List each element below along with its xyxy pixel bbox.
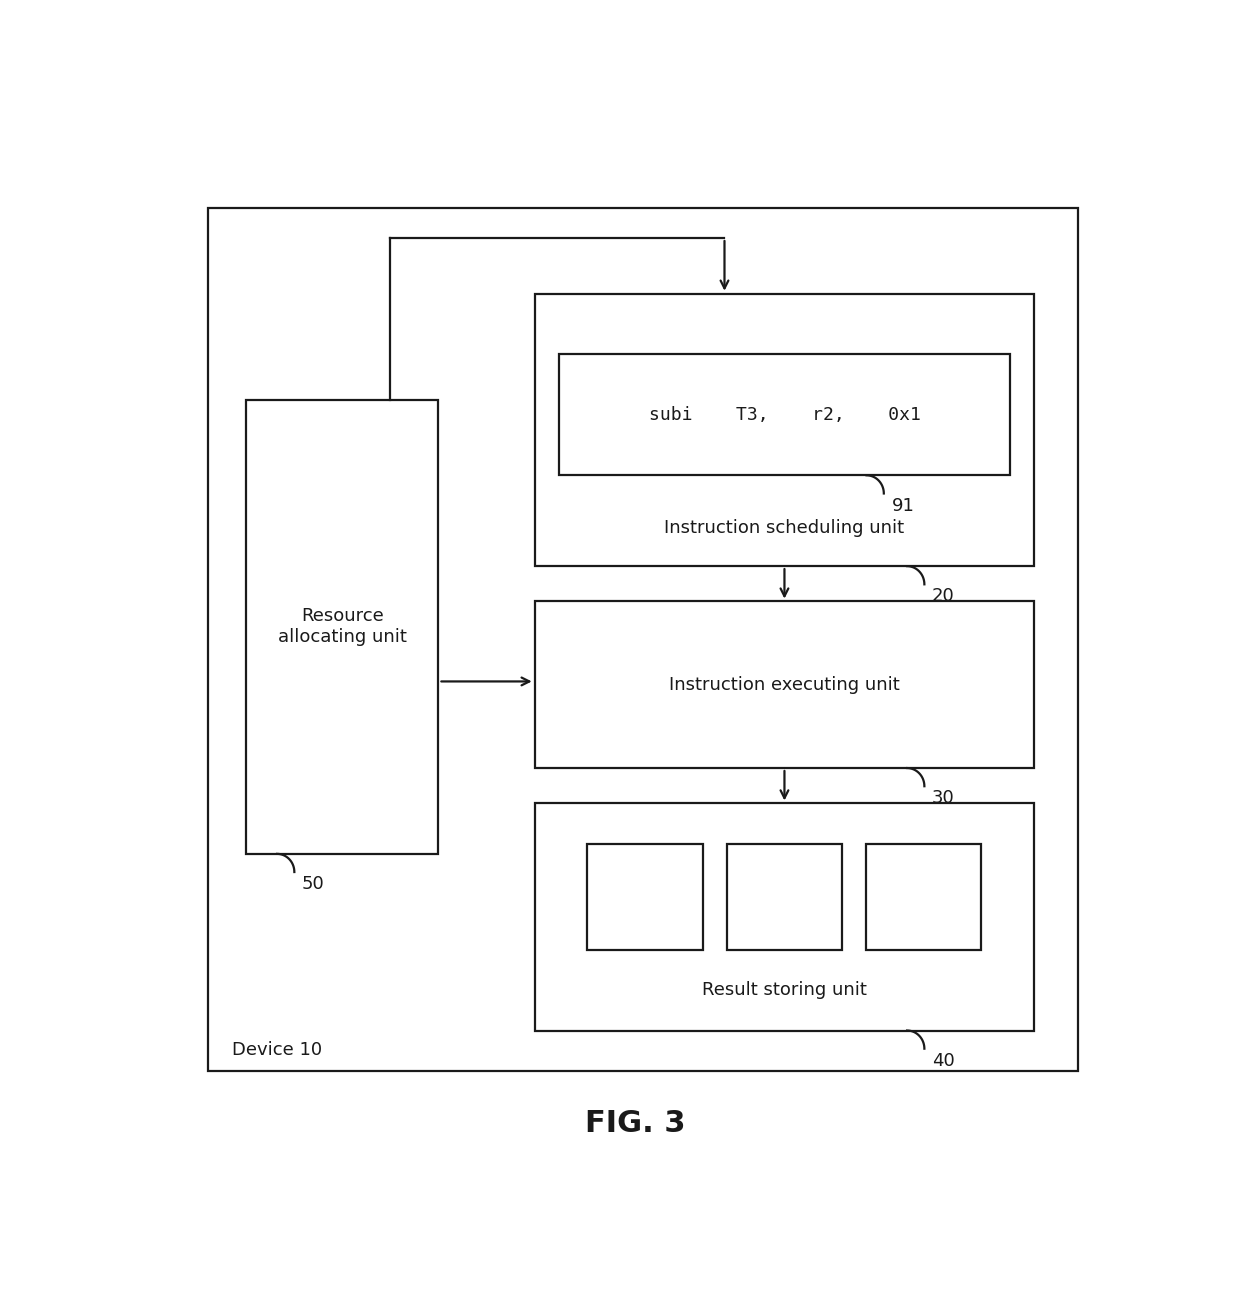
Text: FIG. 3: FIG. 3 <box>585 1109 686 1138</box>
Bar <box>866 844 982 949</box>
Bar <box>727 844 842 949</box>
Bar <box>247 400 439 853</box>
Bar <box>534 294 1034 566</box>
Text: Instruction scheduling unit: Instruction scheduling unit <box>665 519 904 536</box>
Text: 50: 50 <box>303 876 325 893</box>
Text: 40: 40 <box>932 1051 955 1070</box>
Text: Resource
allocating unit: Resource allocating unit <box>278 607 407 646</box>
Text: Result storing unit: Result storing unit <box>702 981 867 999</box>
Text: 30: 30 <box>932 789 955 808</box>
Text: subi    T3,    r2,    0x1: subi T3, r2, 0x1 <box>649 405 920 423</box>
Text: 20: 20 <box>932 587 955 606</box>
Bar <box>559 354 1011 476</box>
Bar <box>534 804 1034 1030</box>
Bar <box>208 207 1078 1071</box>
Bar <box>534 602 1034 768</box>
Bar <box>588 844 703 949</box>
Text: Instruction executing unit: Instruction executing unit <box>670 675 900 694</box>
Text: Device 10: Device 10 <box>232 1041 322 1059</box>
Text: 91: 91 <box>892 497 914 515</box>
